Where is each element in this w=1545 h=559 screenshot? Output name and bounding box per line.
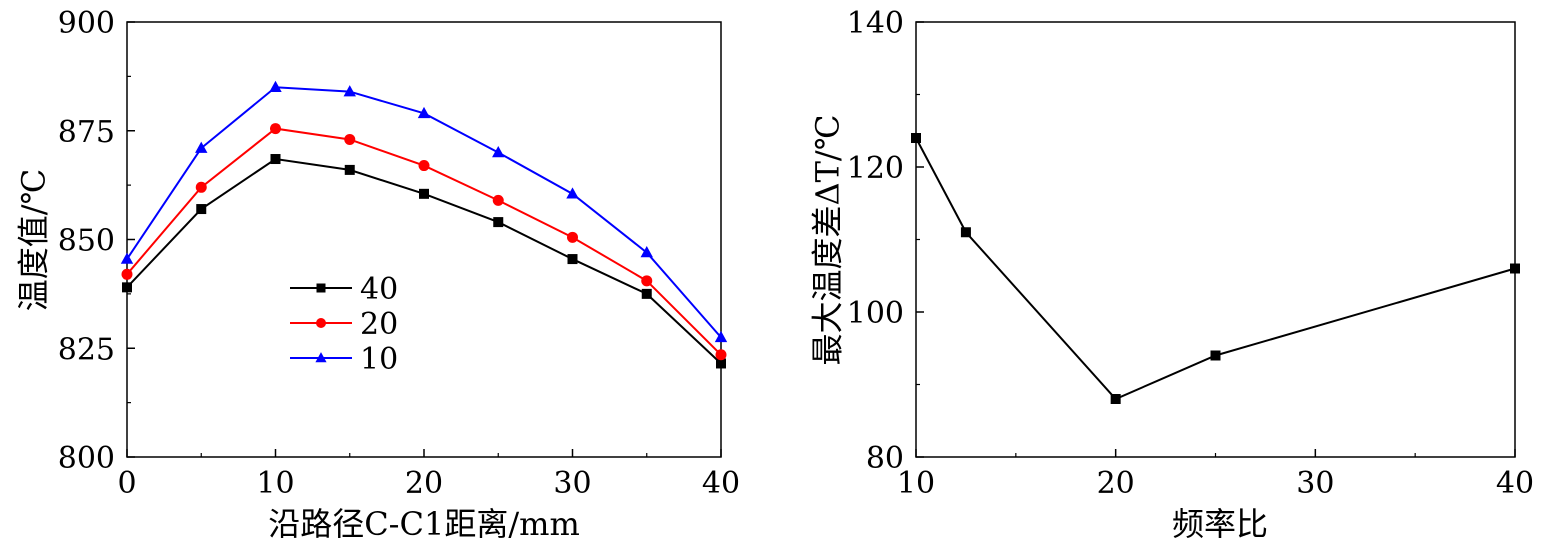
x-tick-label: 20: [1097, 466, 1135, 501]
data-point: [492, 145, 505, 158]
data-point: [715, 349, 727, 361]
data-point: [344, 133, 356, 145]
x-tick-label: 30: [1296, 466, 1334, 501]
series-layer: [911, 133, 1520, 404]
y-tick-label: 100: [847, 296, 904, 331]
x-tick-label: 20: [405, 466, 443, 501]
y-tick-label: 140: [847, 6, 904, 41]
data-point: [120, 252, 134, 264]
data-point: [1110, 394, 1121, 404]
y-tick-label: 850: [58, 224, 115, 259]
data-point: [344, 164, 355, 175]
data-point: [911, 133, 921, 143]
data-point: [716, 358, 726, 369]
data-point: [270, 154, 281, 165]
plot-frame: [915, 21, 1516, 458]
x-axis-label: 频率比: [1172, 505, 1268, 543]
legend-label-10: 10: [360, 342, 398, 377]
data-point: [960, 227, 971, 238]
data-point: [566, 187, 579, 199]
data-point: [493, 217, 504, 228]
data-point: [641, 275, 653, 287]
data-point: [492, 194, 504, 206]
data-point: [1210, 350, 1221, 361]
y-tick-label: 800: [58, 441, 115, 476]
data-point: [196, 204, 207, 215]
x-tick-label: 30: [553, 466, 591, 501]
data-point: [121, 268, 133, 280]
y-tick-label: 80: [866, 441, 904, 476]
x-tick-label: 10: [897, 466, 935, 501]
y-tick-label: 120: [847, 151, 904, 186]
y-axis-label: 最大温度差ΔT/℃: [809, 114, 847, 365]
data-point: [122, 282, 132, 293]
data-point: [640, 246, 653, 258]
legend-marker-20: [316, 318, 326, 328]
data-point: [343, 85, 356, 97]
y-tick-label: 825: [58, 332, 115, 367]
data-point: [419, 188, 429, 199]
data-point: [714, 330, 728, 343]
data-point: [418, 160, 430, 172]
legend-label-40: 40: [360, 272, 398, 307]
series-line-10: [126, 86, 722, 339]
x-tick-label: 0: [117, 466, 136, 501]
legend-marker-40: [316, 283, 326, 293]
series-layer: [120, 80, 728, 369]
data-point: [269, 80, 282, 92]
x-tick-label: 40: [1496, 466, 1534, 501]
data-point: [195, 141, 208, 153]
data-point: [195, 181, 207, 193]
y-tick-label: 900: [58, 6, 115, 41]
data-point: [270, 123, 281, 135]
y-tick-label: 875: [58, 115, 115, 150]
max-temperature-difference-chart: 10 20 30 40 80 100 120 140 频率比 最大温度差ΔT/℃: [809, 6, 1535, 543]
legend-label-20: 20: [360, 307, 398, 342]
data-point: [1510, 263, 1520, 274]
axis-ticks: 10 20 30 40 80 100 120 140: [847, 6, 1534, 501]
data-point: [417, 106, 431, 119]
data-point: [641, 288, 652, 299]
y-axis-label: 温度值/℃: [15, 169, 53, 312]
x-tick-label: 10: [256, 466, 294, 501]
data-point: [567, 254, 578, 265]
plot-frame: [126, 21, 722, 458]
data-point: [567, 231, 578, 243]
x-tick-label: 40: [702, 466, 740, 501]
legend-marker-10: [315, 352, 327, 363]
x-axis-label: 沿路径C-C1距离/mm: [268, 505, 580, 543]
